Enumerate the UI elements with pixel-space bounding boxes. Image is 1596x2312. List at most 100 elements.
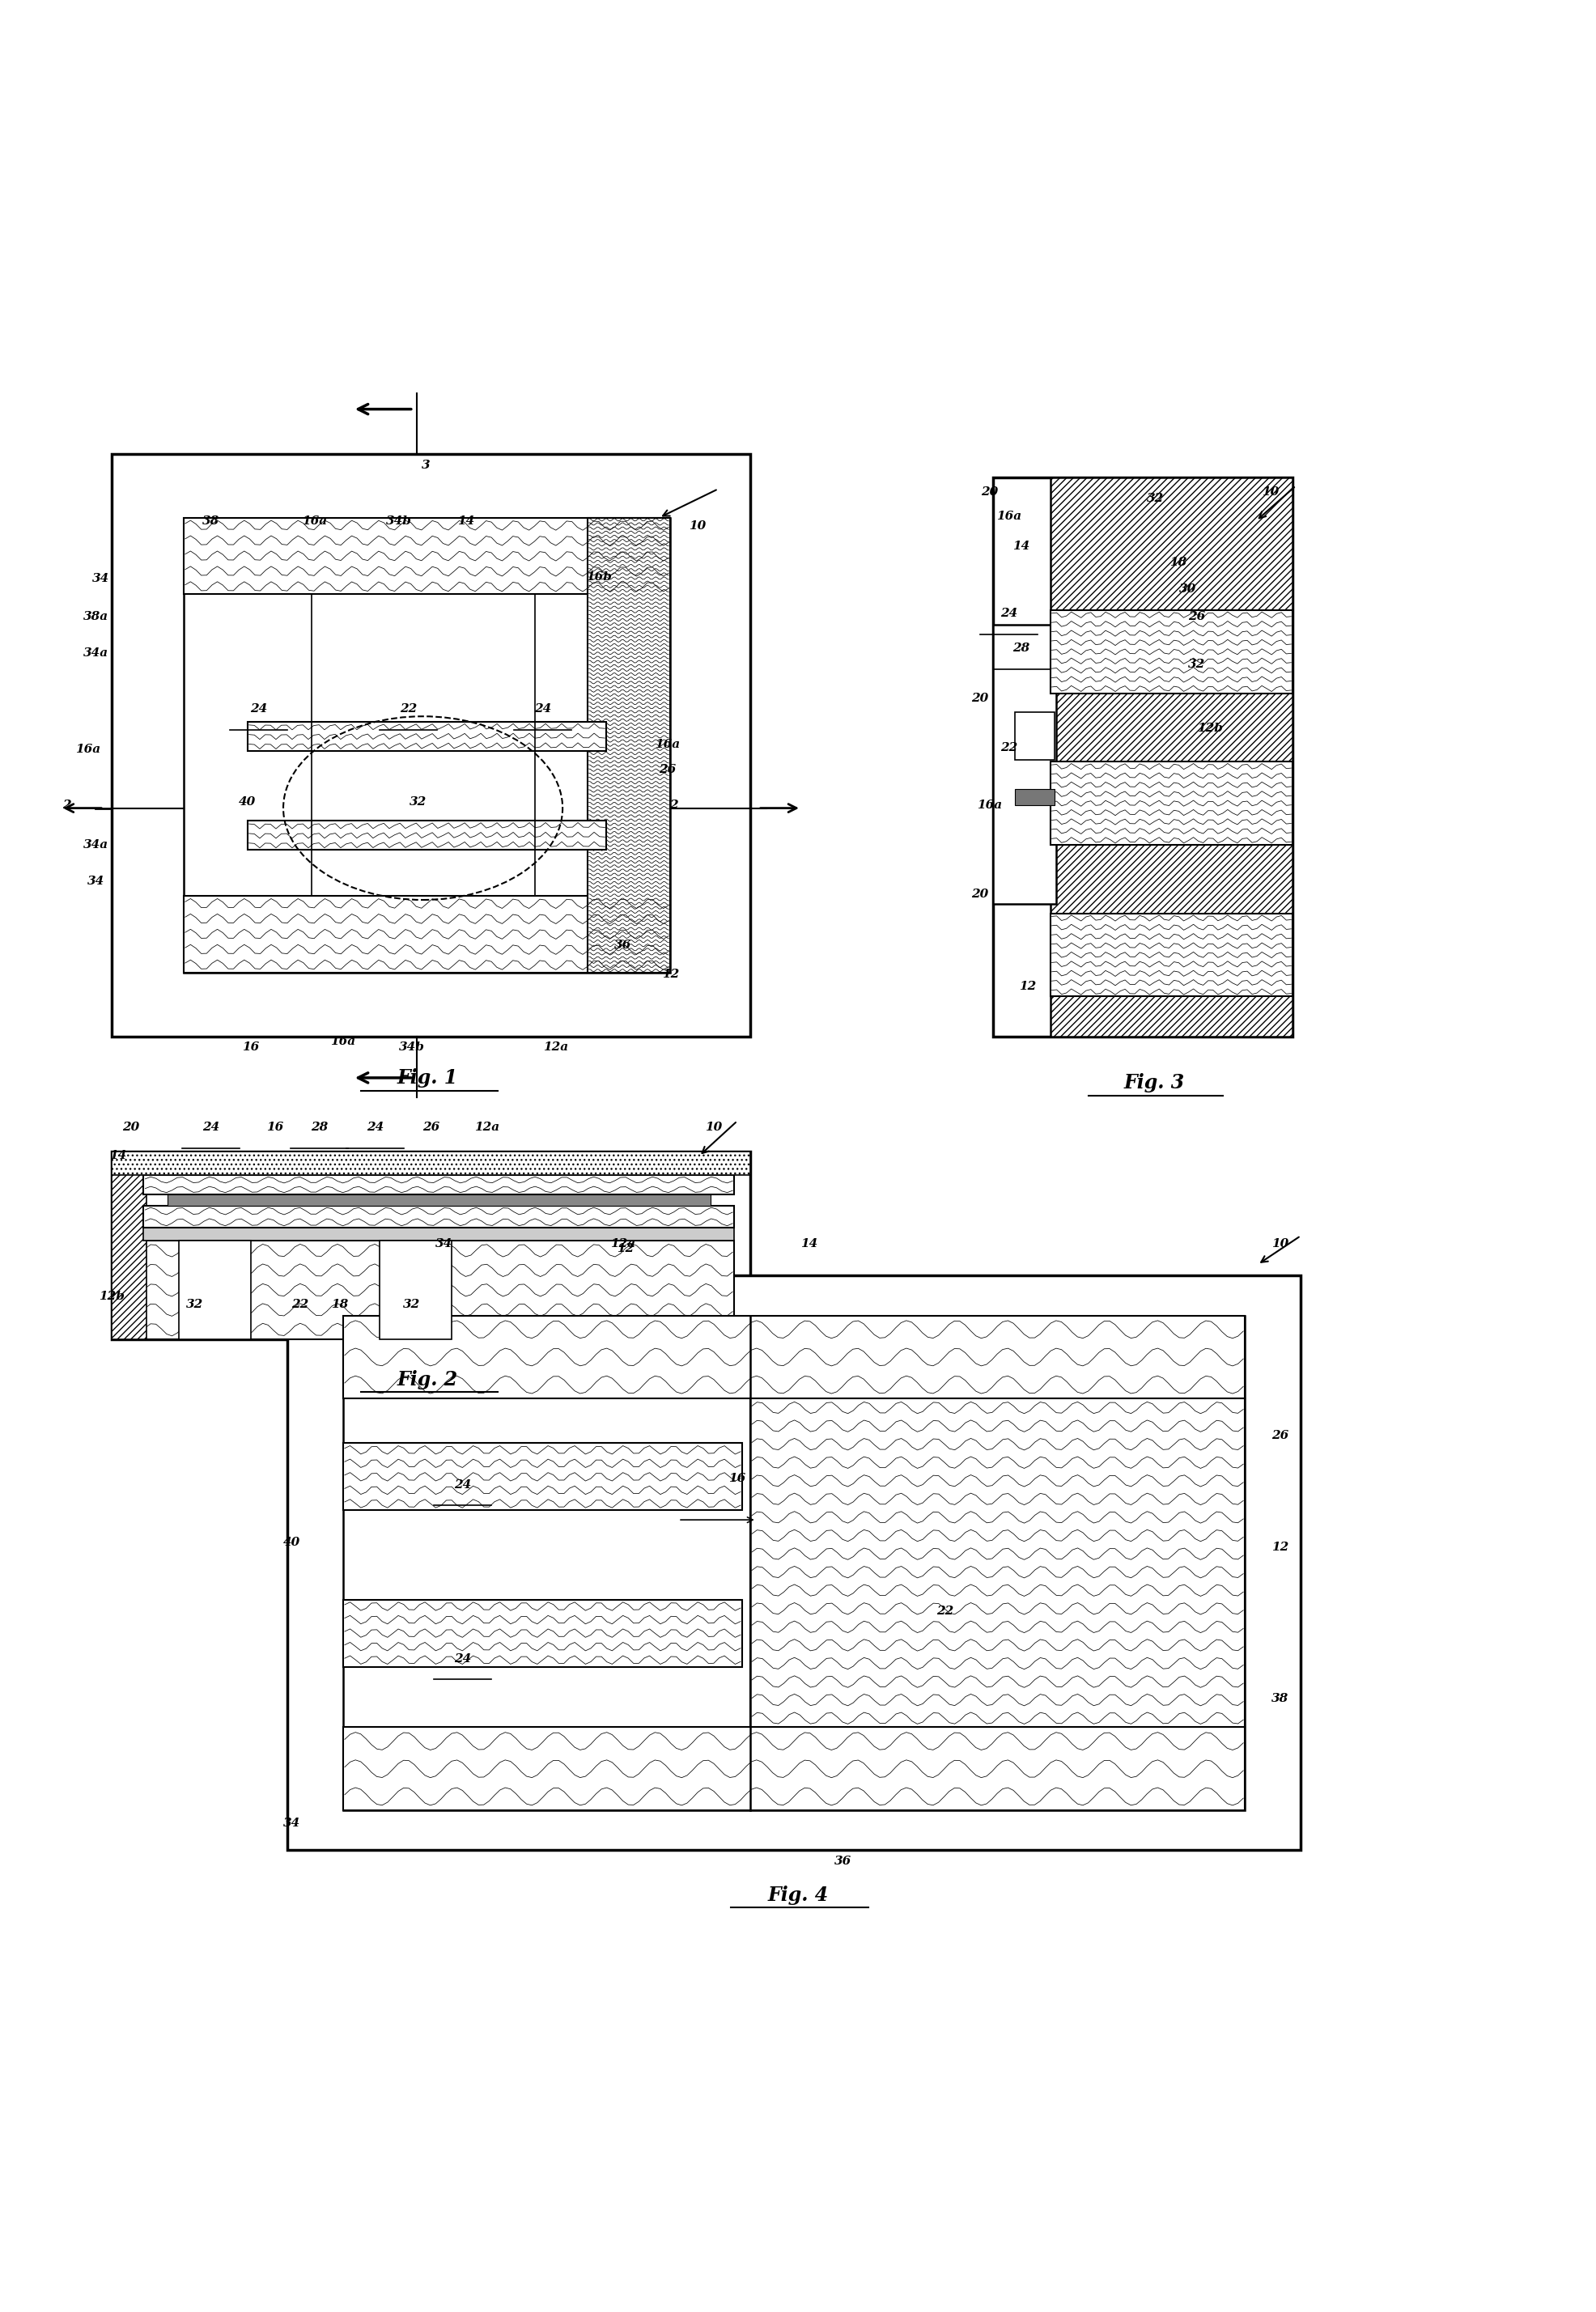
Bar	[343, 1600, 742, 1667]
Bar	[1050, 610, 1293, 694]
Text: 34: 34	[88, 876, 104, 888]
Bar	[112, 453, 750, 1036]
Bar	[1050, 913, 1293, 996]
Text: 32: 32	[404, 1299, 420, 1311]
Bar	[144, 1174, 734, 1195]
Text: 32: 32	[1189, 659, 1205, 670]
Text: 12: 12	[1272, 1542, 1288, 1554]
Text: 18: 18	[1170, 557, 1186, 569]
Text: 16a: 16a	[75, 744, 101, 754]
Text: 16a: 16a	[654, 738, 680, 749]
Text: 38: 38	[1272, 1692, 1288, 1704]
Bar	[112, 1151, 750, 1174]
Text: 22: 22	[292, 1299, 308, 1311]
Text: 38: 38	[203, 516, 219, 527]
Text: 12a: 12a	[543, 1043, 568, 1054]
Text: 24: 24	[535, 703, 551, 714]
Text: 36: 36	[614, 939, 630, 950]
Text: Fig. 2: Fig. 2	[397, 1369, 458, 1390]
Bar	[112, 1151, 147, 1339]
Bar	[993, 479, 1293, 1036]
Text: Fig. 1: Fig. 1	[397, 1068, 458, 1087]
Text: 16a: 16a	[996, 511, 1021, 523]
Text: 34a: 34a	[83, 839, 109, 851]
Text: 30: 30	[1179, 585, 1195, 594]
Text: 14: 14	[1013, 541, 1029, 553]
Text: 10: 10	[689, 520, 705, 532]
Text: 22: 22	[1001, 742, 1017, 754]
Bar	[380, 1242, 452, 1339]
Text: 24: 24	[455, 1653, 471, 1665]
Text: 12b: 12b	[99, 1290, 124, 1302]
Text: 34b: 34b	[386, 516, 412, 527]
Bar	[1015, 788, 1055, 805]
Text: 32: 32	[187, 1299, 203, 1311]
Bar	[343, 1727, 1245, 1810]
Text: 34b: 34b	[399, 1043, 425, 1054]
Bar	[1050, 763, 1293, 844]
Text: 12: 12	[662, 969, 678, 980]
Text: 14: 14	[110, 1151, 126, 1161]
Text: 10: 10	[705, 1121, 721, 1133]
Text: 34: 34	[436, 1239, 452, 1248]
Text: 3: 3	[421, 460, 431, 472]
Text: 32: 32	[410, 795, 426, 807]
Bar	[1050, 479, 1293, 1036]
Text: 34: 34	[284, 1817, 300, 1829]
Bar	[144, 1205, 734, 1228]
Text: 16: 16	[243, 1043, 259, 1054]
Text: 12a: 12a	[474, 1121, 500, 1133]
Bar	[144, 1242, 734, 1339]
Text: 16a: 16a	[302, 516, 327, 527]
Text: 36: 36	[835, 1857, 851, 1868]
Text: 32: 32	[1148, 492, 1163, 504]
Text: 22: 22	[937, 1605, 953, 1616]
Bar	[1015, 712, 1055, 761]
Bar	[287, 1276, 1301, 1850]
Text: 28: 28	[311, 1121, 327, 1133]
Text: 24: 24	[203, 1121, 219, 1133]
Text: 24: 24	[1001, 608, 1017, 620]
Text: 38a: 38a	[83, 610, 109, 622]
Text: 2: 2	[62, 800, 72, 812]
Bar	[343, 1316, 1245, 1399]
Bar	[184, 895, 670, 973]
Text: 20: 20	[972, 691, 988, 703]
Bar	[750, 1399, 1245, 1727]
Text: 12: 12	[1020, 980, 1036, 992]
Text: 20: 20	[123, 1121, 139, 1133]
Bar	[179, 1242, 251, 1339]
Bar	[587, 518, 670, 973]
Text: 26: 26	[1189, 610, 1205, 622]
Text: 2: 2	[669, 800, 678, 812]
Text: 20: 20	[982, 486, 998, 497]
Text: 22: 22	[401, 703, 417, 714]
Text: 18: 18	[332, 1299, 348, 1311]
Text: 26: 26	[423, 1121, 439, 1133]
Text: 10: 10	[1262, 486, 1278, 497]
Text: 14: 14	[801, 1239, 817, 1248]
Text: Fig. 3: Fig. 3	[1124, 1073, 1184, 1091]
Text: 40: 40	[239, 795, 255, 807]
Text: 24: 24	[367, 1121, 383, 1133]
Text: 16a: 16a	[977, 800, 1002, 812]
Text: 28: 28	[1013, 643, 1029, 654]
Text: 24: 24	[251, 703, 267, 714]
Text: 34a: 34a	[83, 647, 109, 659]
Bar	[343, 1443, 742, 1510]
Text: 26: 26	[659, 765, 675, 775]
Bar	[184, 518, 670, 973]
Text: 12a: 12a	[610, 1239, 635, 1248]
Text: 26: 26	[1272, 1429, 1288, 1440]
Bar	[112, 1151, 750, 1339]
Text: 16: 16	[729, 1473, 745, 1484]
Text: 12: 12	[618, 1244, 634, 1253]
Bar	[184, 518, 670, 594]
Bar	[993, 624, 1057, 904]
Bar	[144, 1228, 734, 1242]
Bar	[247, 821, 606, 849]
Text: 40: 40	[284, 1537, 300, 1547]
Text: 12b: 12b	[1197, 724, 1223, 733]
Bar	[343, 1316, 1245, 1810]
Text: 10: 10	[1272, 1239, 1288, 1248]
